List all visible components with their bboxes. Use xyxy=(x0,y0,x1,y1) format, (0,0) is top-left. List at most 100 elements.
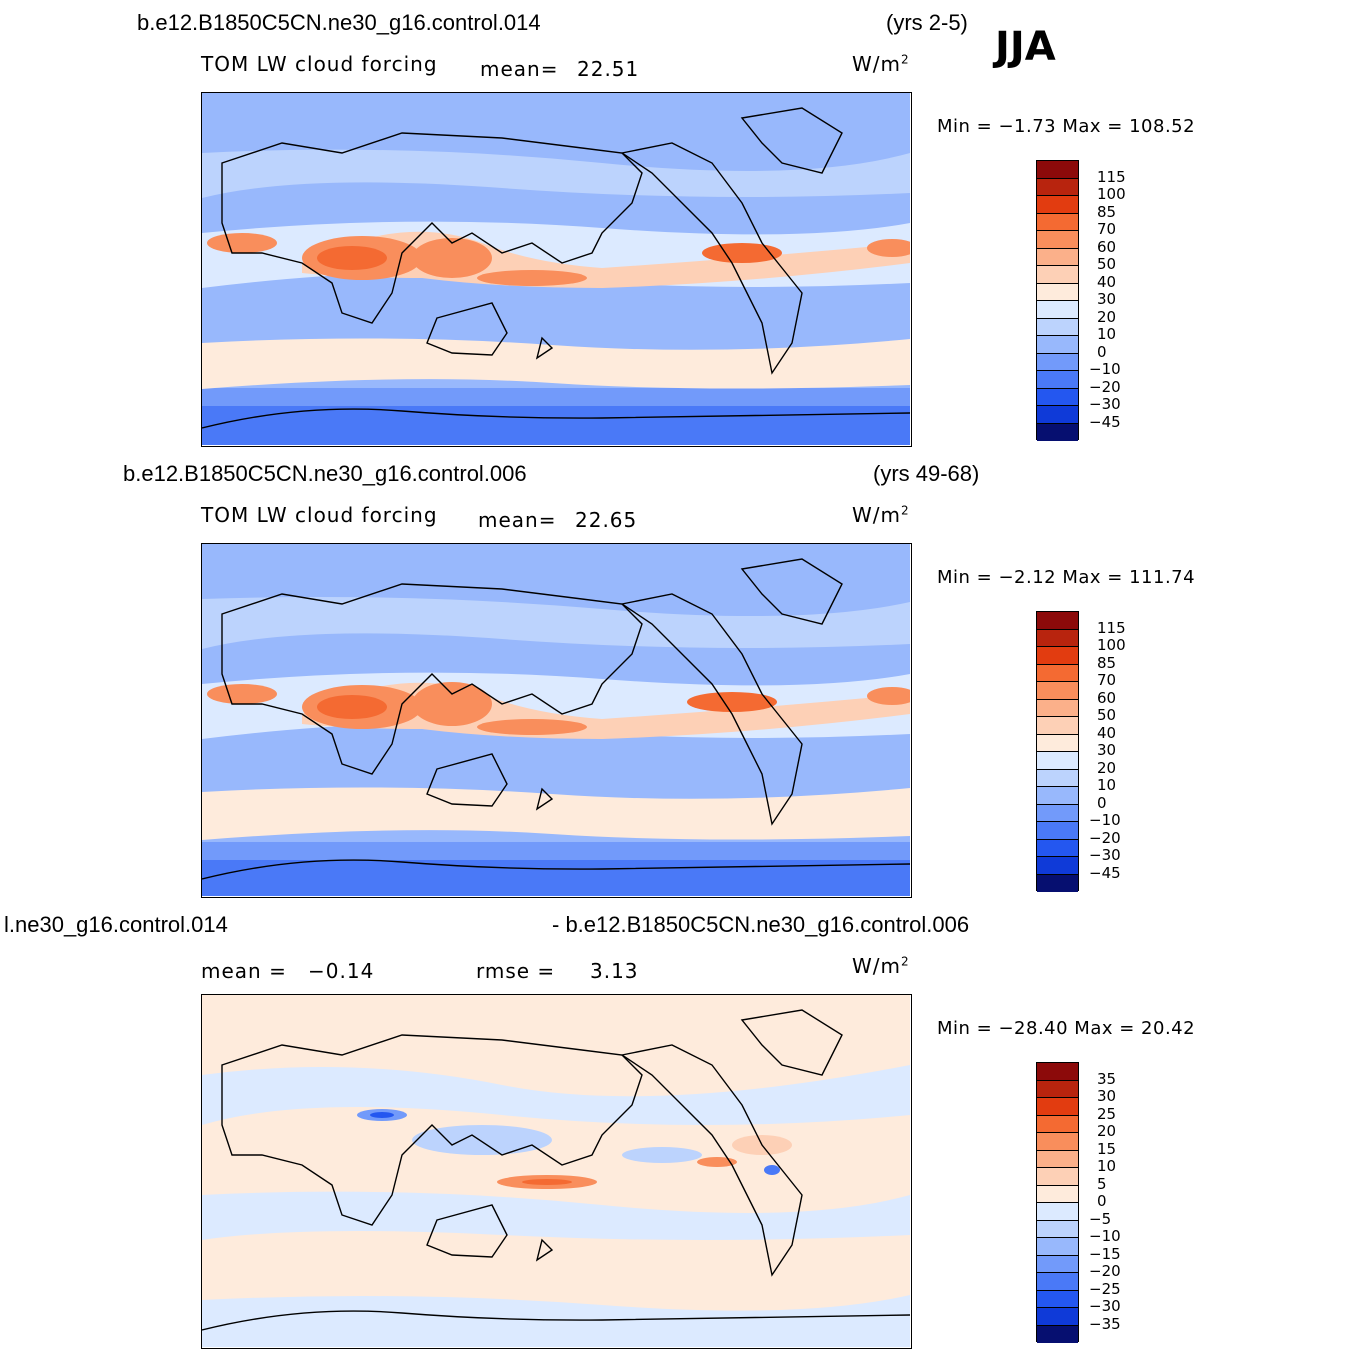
cbar-cell xyxy=(1037,178,1078,196)
cbar-cell xyxy=(1037,787,1078,805)
panel1-units: W/m2 xyxy=(852,52,910,76)
cbar-cell xyxy=(1037,1290,1078,1308)
panel3-map xyxy=(201,994,912,1349)
colorbar-tick-label: −10 xyxy=(1089,360,1121,378)
colorbar-tick-label: 15 xyxy=(1097,1139,1117,1158)
cbar-cell xyxy=(1037,388,1078,406)
cbar-cell xyxy=(1037,1185,1078,1203)
colorbar-tick-label: −30 xyxy=(1089,395,1121,413)
panel3-units: W/m2 xyxy=(852,954,910,978)
colorbar-tick-label: 100 xyxy=(1097,185,1126,203)
colorbar-tick-label: 40 xyxy=(1097,723,1117,742)
cbar-cell xyxy=(1037,717,1078,735)
colorbar-tick-label: 35 xyxy=(1097,1069,1117,1088)
colorbar-tick-label: 0 xyxy=(1097,342,1107,361)
colorbar-tick-label: 0 xyxy=(1097,1192,1107,1210)
panel1-map xyxy=(201,92,912,447)
colorbar-tick-label: −45 xyxy=(1089,863,1121,882)
panel3-field-svg xyxy=(202,995,910,1347)
panel1-minmax: Min = −1.73 Max = 108.52 xyxy=(937,116,1196,137)
panel1-variable: TOM LW cloud forcing xyxy=(201,52,438,76)
colorbar-tick-label: 20 xyxy=(1097,307,1117,326)
colorbar-tick-label: 30 xyxy=(1097,741,1117,759)
cbar-cell xyxy=(1037,1133,1078,1151)
cbar-cell xyxy=(1037,647,1078,665)
cbar-cell xyxy=(1037,1238,1078,1256)
colorbar-tick-label: 60 xyxy=(1097,688,1117,707)
panel3-minmax: Min = −28.40 Max = 20.42 xyxy=(937,1018,1196,1039)
cbar-cell xyxy=(1037,248,1078,266)
cbar-cell xyxy=(1037,1220,1078,1238)
panel1-years: (yrs 2-5) xyxy=(886,10,968,35)
colorbar-tick-label: 85 xyxy=(1097,653,1117,672)
cbar-cell xyxy=(1037,699,1078,717)
panel2-mean-label: mean= xyxy=(478,508,557,532)
colorbar-tick-label: −20 xyxy=(1089,828,1121,847)
panel3-rmse-label: rmse = xyxy=(476,959,556,983)
panel2-mean-value: 22.65 xyxy=(575,508,638,532)
colorbar-tick-label: 85 xyxy=(1097,202,1117,221)
colorbar-tick-label: 10 xyxy=(1097,1157,1117,1175)
cbar-cell xyxy=(1037,196,1078,214)
colorbar-tick-label: −35 xyxy=(1089,1314,1121,1333)
panel2-map xyxy=(201,543,912,898)
cbar-cell xyxy=(1037,1273,1078,1291)
cbar-cell xyxy=(1037,353,1078,371)
cbar-cell xyxy=(1037,406,1078,424)
colorbar-tick-label: −20 xyxy=(1089,1262,1121,1280)
cbar-cell xyxy=(1037,874,1078,892)
panel1-case-name: b.e12.B1850C5CN.ne30_g16.control.014 xyxy=(137,10,541,35)
panel3-mean-value: −0.14 xyxy=(308,959,375,983)
colorbar-tick-label: 5 xyxy=(1097,1174,1107,1193)
cbar-cell xyxy=(1037,1255,1078,1273)
cbar-cell xyxy=(1037,857,1078,875)
colorbar-tick-label: −5 xyxy=(1089,1209,1112,1228)
colorbar-tick-label: −10 xyxy=(1089,811,1121,829)
panel1-mean-label: mean= xyxy=(480,57,559,81)
cbar-cell xyxy=(1037,336,1078,354)
colorbar-tick-label: 20 xyxy=(1097,758,1117,777)
panel2-field-svg xyxy=(202,544,910,896)
cbar-cell xyxy=(1037,822,1078,840)
colorbar-tick-label: −30 xyxy=(1089,846,1121,864)
colorbar-tick-label: 10 xyxy=(1097,325,1117,343)
colorbar-tick-label: −10 xyxy=(1089,1227,1121,1245)
cbar-cell xyxy=(1037,664,1078,682)
panel2-variable: TOM LW cloud forcing xyxy=(201,503,438,527)
cbar-cell xyxy=(1037,1063,1078,1081)
colorbar-tick-label: −45 xyxy=(1089,412,1121,431)
panel3-mean-label: mean = xyxy=(201,959,287,983)
panel1-mean-value: 22.51 xyxy=(577,57,640,81)
cbar-cell xyxy=(1037,213,1078,231)
cbar-cell xyxy=(1037,1098,1078,1116)
cbar-cell xyxy=(1037,1150,1078,1168)
cbar-cell xyxy=(1037,301,1078,319)
colorbar-tick-label: −30 xyxy=(1089,1297,1121,1315)
colorbar-tick-label: −20 xyxy=(1089,377,1121,396)
colorbar-tick-label: 60 xyxy=(1097,237,1117,256)
panel2-case-name: b.e12.B1850C5CN.ne30_g16.control.006 xyxy=(123,461,527,486)
colorbar-tick-label: 50 xyxy=(1097,706,1117,724)
cbar-cell xyxy=(1037,1203,1078,1221)
panel2-colorbar xyxy=(1036,611,1079,892)
colorbar-tick-label: 30 xyxy=(1097,290,1117,308)
panel2-years: (yrs 49-68) xyxy=(873,461,980,486)
cbar-cell xyxy=(1037,839,1078,857)
colorbar-tick-label: −15 xyxy=(1089,1244,1121,1263)
cbar-cell xyxy=(1037,1168,1078,1186)
cbar-cell xyxy=(1037,1115,1078,1133)
cbar-cell xyxy=(1037,1325,1078,1343)
cbar-cell xyxy=(1037,1308,1078,1326)
panel3-rmse-value: 3.13 xyxy=(590,959,639,983)
cbar-cell xyxy=(1037,752,1078,770)
colorbar-tick-label: 115 xyxy=(1097,618,1126,637)
panel2-units: W/m2 xyxy=(852,503,910,527)
colorbar-tick-label: 70 xyxy=(1097,220,1117,238)
colorbar-tick-label: 10 xyxy=(1097,776,1117,794)
panel1-field-svg xyxy=(202,93,910,445)
panel3-case-right: - b.e12.B1850C5CN.ne30_g16.control.006 xyxy=(552,912,970,937)
cbar-cell xyxy=(1037,612,1078,630)
cbar-cell xyxy=(1037,161,1078,179)
colorbar-tick-label: 115 xyxy=(1097,167,1126,186)
cbar-cell xyxy=(1037,804,1078,822)
